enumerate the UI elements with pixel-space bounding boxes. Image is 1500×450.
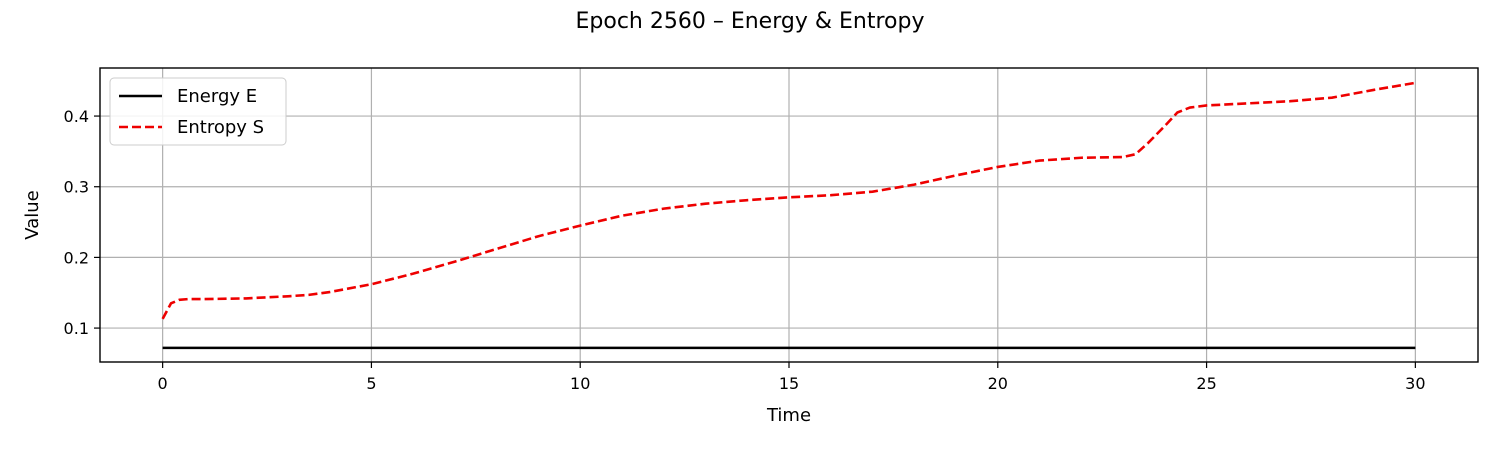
legend-label-energy-e: Energy E	[177, 86, 257, 107]
y-tick-label: 0.2	[64, 248, 89, 267]
x-tick-label: 5	[366, 374, 376, 393]
x-tick-label: 10	[570, 374, 590, 393]
x-tick-label: 30	[1405, 374, 1425, 393]
series-layer	[161, 81, 1416, 350]
x-tick-label: 20	[988, 374, 1008, 393]
grid-lines	[100, 68, 1478, 362]
axis-ticks: 0 5 10 15 20 25 30 0.1 0.2 0.3 0.4	[64, 107, 1426, 393]
x-tick-label: 25	[1196, 374, 1216, 393]
legend-label-entropy-s: Entropy S	[177, 117, 264, 138]
chart-title: Epoch 2560 – Energy & Entropy	[576, 9, 925, 34]
y-tick-label: 0.1	[64, 319, 89, 338]
x-tick-label: 0	[158, 374, 168, 393]
y-tick-label: 0.4	[64, 107, 89, 126]
x-axis-label: Time	[766, 405, 811, 426]
y-tick-label: 0.3	[64, 178, 89, 197]
legend: Energy E Entropy S	[109, 77, 287, 146]
x-tick-label: 15	[779, 374, 799, 393]
y-axis-label: Value	[22, 190, 43, 239]
